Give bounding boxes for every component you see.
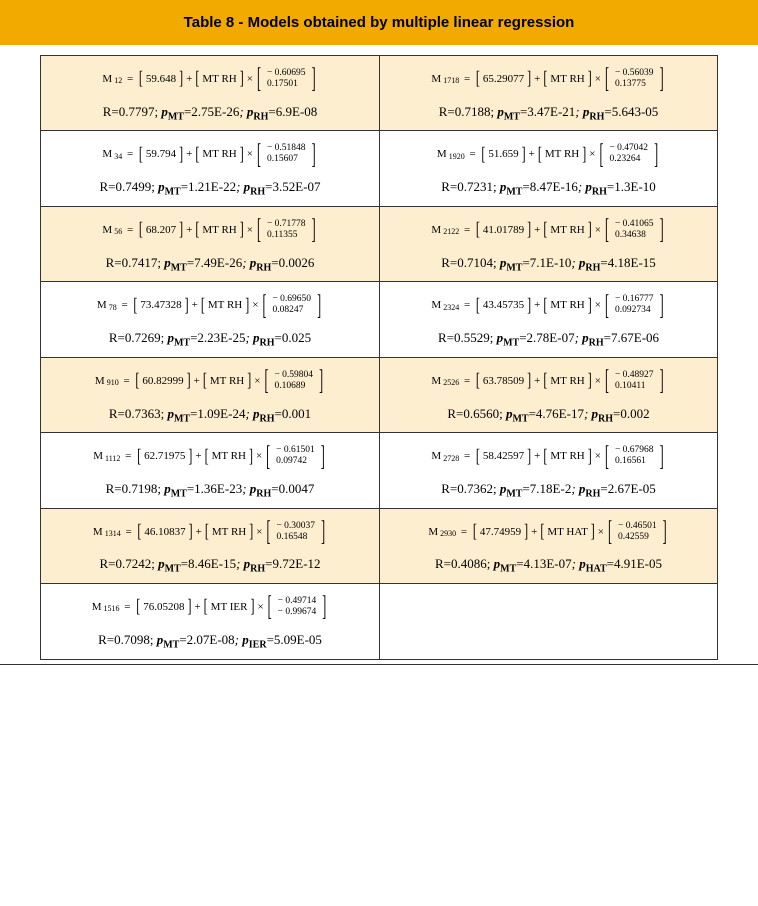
stats-line: R=0.5529; pMT=2.78E-07; pRH=7.67E-06 — [388, 330, 709, 349]
equation: M1314 = [46.10837]+[MT RH]×[− 0.300370.1… — [49, 521, 371, 543]
equation: M2122 = [41.01789]+[MT RH]×[− 0.410650.3… — [388, 219, 709, 241]
equation: M2526 = [63.78509]+[MT RH]×[− 0.489270.1… — [388, 370, 709, 392]
table-cell: M12 = [59.648]+[MT RH]×[− 0.606950.17501… — [41, 56, 379, 130]
table-container: Table 8 - Models obtained by multiple li… — [0, 0, 758, 665]
stats-line: R=0.7231; pMT=8.47E-16; pRH=1.3E-10 — [388, 179, 709, 198]
table-row: M34 = [59.794]+[MT RH]×[− 0.518480.15607… — [41, 131, 717, 206]
table-cell: M2122 = [41.01789]+[MT RH]×[− 0.410650.3… — [379, 207, 717, 281]
equation: M34 = [59.794]+[MT RH]×[− 0.518480.15607… — [49, 143, 371, 165]
stats-line: R=0.7797; pMT=2.75E-26; pRH=6.9E-08 — [49, 104, 371, 123]
table-cell: M2526 = [63.78509]+[MT RH]×[− 0.489270.1… — [379, 358, 717, 432]
equation: M910 = [60.82999]+[MT RH]×[− 0.598040.10… — [49, 370, 371, 392]
table-row: M56 = [68.207]+[MT RH]×[− 0.717780.11355… — [41, 207, 717, 282]
table-row: M78 = [73.47328]+[MT RH]×[− 0.696500.082… — [41, 282, 717, 357]
table-row: M1314 = [46.10837]+[MT RH]×[− 0.300370.1… — [41, 509, 717, 584]
equation: M56 = [68.207]+[MT RH]×[− 0.717780.11355… — [49, 219, 371, 241]
table-cell: M78 = [73.47328]+[MT RH]×[− 0.696500.082… — [41, 282, 379, 356]
stats-line: R=0.7362; pMT=7.18E-2; pRH=2.67E-05 — [388, 481, 709, 500]
table-cell: M1314 = [46.10837]+[MT RH]×[− 0.300370.1… — [41, 509, 379, 583]
stats-line: R=0.7098; pMT=2.07E-08; pIER=5.09E-05 — [49, 632, 371, 651]
stats-line: R=0.7188; pMT=3.47E-21; pRH=5.643-05 — [388, 104, 709, 123]
table-row: M12 = [59.648]+[MT RH]×[− 0.606950.17501… — [41, 56, 717, 131]
stats-line: R=0.7269; pMT=2.23E-25; pRH=0.025 — [49, 330, 371, 349]
stats-line: R=0.7104; pMT=7.1E-10; pRH=4.18E-15 — [388, 255, 709, 274]
table-cell: M1920 = [51.659]+[MT RH]×[− 0.470420.232… — [379, 131, 717, 205]
table-title: Table 8 - Models obtained by multiple li… — [0, 0, 758, 45]
stats-line: R=0.6560; pMT=4.76E-17; pRH=0.002 — [388, 406, 709, 425]
table-cell: M910 = [60.82999]+[MT RH]×[− 0.598040.10… — [41, 358, 379, 432]
stats-line: R=0.7242; pMT=8.46E-15; pRH=9.72E-12 — [49, 556, 371, 575]
table-row: M910 = [60.82999]+[MT RH]×[− 0.598040.10… — [41, 358, 717, 433]
table-cell: M2930 = [47.74959]+[MT HAT]×[− 0.465010.… — [379, 509, 717, 583]
equation: M12 = [59.648]+[MT RH]×[− 0.606950.17501… — [49, 68, 371, 90]
equation: M1516 = [76.05208]+[MT IER]×[− 0.49714− … — [49, 596, 371, 618]
equation: M2324 = [43.45735]+[MT RH]×[− 0.167770.0… — [388, 294, 709, 316]
table-row: M1516 = [76.05208]+[MT IER]×[− 0.49714− … — [41, 584, 717, 658]
stats-line: R=0.7499; pMT=1.21E-22; pRH=3.52E-07 — [49, 179, 371, 198]
stats-line: R=0.7198; pMT=1.36E-23; pRH=0.0047 — [49, 481, 371, 500]
table-cell-empty — [379, 584, 717, 658]
table-cell: M1112 = [62.71975]+[MT RH]×[− 0.615010.0… — [41, 433, 379, 507]
table-grid: M12 = [59.648]+[MT RH]×[− 0.606950.17501… — [40, 55, 718, 660]
table-cell: M1516 = [76.05208]+[MT IER]×[− 0.49714− … — [41, 584, 379, 658]
stats-line: R=0.7417; pMT=7.49E-26; pRH=0.0026 — [49, 255, 371, 274]
equation: M1920 = [51.659]+[MT RH]×[− 0.470420.232… — [388, 143, 709, 165]
stats-line: R=0.4086; pMT=4.13E-07; pHAT=4.91E-05 — [388, 556, 709, 575]
equation: M1112 = [62.71975]+[MT RH]×[− 0.615010.0… — [49, 445, 371, 467]
equation: M2930 = [47.74959]+[MT HAT]×[− 0.465010.… — [388, 521, 709, 543]
equation: M1718 = [65.29077]+[MT RH]×[− 0.560390.1… — [388, 68, 709, 90]
equation: M2728 = [58.42597]+[MT RH]×[− 0.679680.1… — [388, 445, 709, 467]
table-cell: M2324 = [43.45735]+[MT RH]×[− 0.167770.0… — [379, 282, 717, 356]
table-cell: M1718 = [65.29077]+[MT RH]×[− 0.560390.1… — [379, 56, 717, 130]
table-row: M1112 = [62.71975]+[MT RH]×[− 0.615010.0… — [41, 433, 717, 508]
equation: M78 = [73.47328]+[MT RH]×[− 0.696500.082… — [49, 294, 371, 316]
stats-line: R=0.7363; pMT=1.09E-24; pRH=0.001 — [49, 406, 371, 425]
table-cell: M34 = [59.794]+[MT RH]×[− 0.518480.15607… — [41, 131, 379, 205]
table-cell: M2728 = [58.42597]+[MT RH]×[− 0.679680.1… — [379, 433, 717, 507]
table-cell: M56 = [68.207]+[MT RH]×[− 0.717780.11355… — [41, 207, 379, 281]
